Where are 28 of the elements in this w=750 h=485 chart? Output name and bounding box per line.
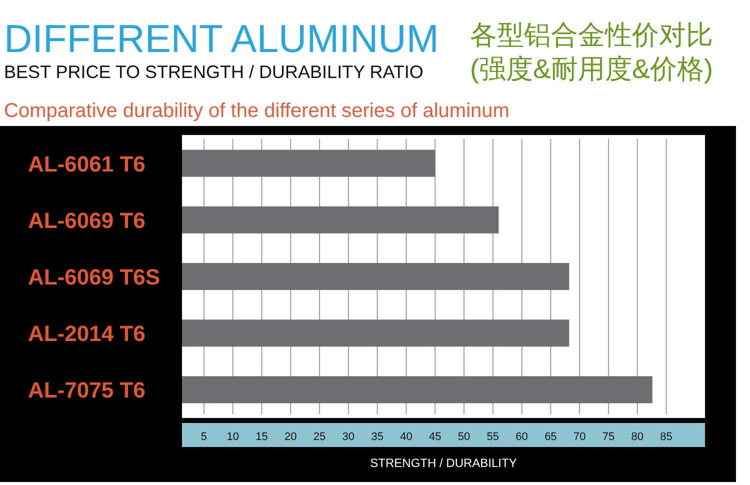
y-tick-label: AL-6069 T6 [28, 208, 146, 233]
y-tick-label: AL-6069 T6S [28, 264, 160, 290]
x-tick-label: 5 [200, 431, 208, 443]
text: 各型铝合金性价对比 [470, 20, 713, 50]
x-tick-label: 20 [284, 431, 297, 443]
x-tick-label: 80 [631, 431, 644, 443]
x-tick-label: 25 [313, 431, 326, 443]
x-tick-label: 10 [226, 431, 239, 443]
x-tick-label: 35 [371, 431, 384, 443]
x-tick-label: 65 [544, 431, 557, 443]
x-tick-label: 15 [256, 431, 268, 443]
text: Comparative durability of the different series of aluminum [4, 100, 510, 122]
x-tick-label: 75 [602, 431, 615, 443]
text: (强度&耐用度&价格) [470, 54, 713, 84]
x-tick-label: 40 [400, 431, 412, 443]
chart-subtitle: BEST PRICE TO STRENGTH / DURABILITY RATIO [4, 62, 424, 82]
x-axis-title: STRENGTH / DURABILITY [370, 456, 517, 470]
chart-title: DIFFERENT ALUMINUM [4, 18, 439, 61]
x-tick-label: 45 [428, 431, 442, 443]
x-tick-label: 55 [486, 431, 500, 443]
y-tick-label: AL-7075 T6 [28, 378, 146, 403]
y-tick-label: AL-6061 T6 [28, 151, 146, 176]
x-tick-label: 70 [573, 431, 586, 443]
y-tick-label: AL-2014 T6 [28, 321, 146, 346]
x-tick-label: 50 [458, 431, 470, 443]
x-tick-label: 60 [516, 431, 528, 443]
x-tick-label: 85 [660, 431, 672, 443]
x-tick-label: 30 [342, 431, 355, 443]
